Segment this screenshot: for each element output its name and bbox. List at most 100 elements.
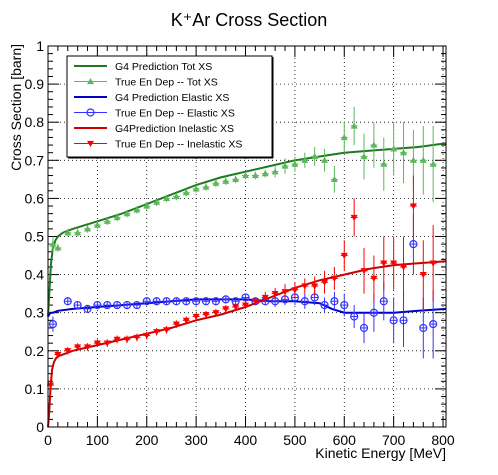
data-point (311, 152, 319, 160)
y-tick-label: 0.5 (25, 229, 45, 245)
x-tick-label: 700 (382, 432, 406, 448)
data-point (321, 279, 329, 286)
data-point (419, 323, 428, 333)
data-point (261, 170, 269, 177)
data-point (380, 160, 388, 167)
data-point (172, 297, 181, 306)
y-axis-title: Cross Section [barn] (8, 44, 24, 171)
legend-marker (87, 78, 94, 85)
data-point (340, 133, 348, 141)
data-point (221, 295, 230, 304)
y-tick-label: 0.6 (25, 190, 45, 206)
data-point (211, 297, 220, 306)
series-0 (47, 142, 447, 317)
chart-title: K⁺Ar Cross Section (171, 10, 328, 30)
legend-label: G4Prediction Inelastic XS (115, 123, 234, 135)
data-point (202, 311, 210, 319)
data-point (113, 213, 121, 221)
data-point (369, 308, 379, 317)
series-line (47, 298, 447, 318)
x-tick-label: 200 (135, 432, 159, 448)
data-point (103, 217, 111, 224)
data-point (54, 351, 62, 359)
data-point (143, 332, 151, 340)
data-point (301, 156, 309, 163)
data-point (300, 297, 309, 306)
data-point (330, 297, 339, 306)
data-point (133, 206, 141, 213)
data-point (390, 260, 398, 267)
x-tick-label: 600 (333, 432, 357, 448)
data-point (48, 320, 58, 329)
data-point (103, 300, 112, 310)
data-point (132, 300, 141, 310)
data-point (281, 289, 289, 296)
series-line (47, 142, 447, 317)
data-point (350, 312, 359, 321)
data-point (409, 240, 418, 249)
legend-label: G4 Prediction Tot XS (115, 61, 212, 73)
data-point (113, 336, 121, 343)
data-point (251, 298, 259, 305)
legend-label: True En Dep -- Tot XS (115, 77, 218, 89)
data-point (182, 297, 191, 306)
legend-label: True En Dep -- Elastic XS (115, 108, 235, 120)
data-point (400, 149, 408, 156)
data-point (399, 316, 408, 325)
data-point (192, 185, 200, 192)
data-point (153, 198, 161, 205)
data-point (301, 283, 309, 290)
y-tick-label: 0.3 (25, 305, 45, 321)
data-point (400, 264, 408, 271)
series-2 (47, 298, 447, 318)
data-point (390, 145, 398, 152)
data-point (320, 300, 329, 310)
data-point (172, 192, 180, 200)
x-tick-label: 500 (283, 432, 307, 448)
data-point (163, 327, 171, 334)
legend-label: G4 Prediction Elastic XS (115, 92, 229, 104)
data-point (192, 313, 200, 321)
y-tick-label: 0.1 (25, 381, 45, 397)
data-point (49, 240, 57, 247)
x-tick-label: 400 (234, 432, 258, 448)
data-point (291, 287, 299, 294)
data-point (360, 268, 368, 275)
data-point (93, 221, 101, 228)
data-point (133, 334, 141, 341)
series-5 (46, 175, 437, 391)
y-tick-label: 0.9 (25, 76, 45, 92)
data-point (122, 300, 132, 310)
series-3 (48, 213, 438, 359)
data-point (330, 275, 338, 282)
data-point (153, 329, 161, 336)
legend-marker (86, 108, 95, 117)
data-point (162, 297, 171, 306)
x-tick-label: 300 (184, 432, 208, 448)
data-point (380, 260, 388, 267)
data-point (379, 297, 388, 306)
data-point (311, 283, 319, 290)
data-point (409, 156, 417, 163)
data-point (370, 141, 378, 148)
data-point (261, 294, 269, 301)
data-point (429, 160, 437, 167)
data-point (64, 348, 72, 355)
data-point (201, 297, 211, 306)
data-point (241, 293, 250, 302)
data-point (212, 179, 220, 186)
data-point (83, 304, 92, 313)
data-point (321, 156, 329, 163)
x-axis-title: Kinetic Energy [MeV] (315, 445, 446, 461)
data-point (389, 316, 398, 325)
data-point (360, 152, 368, 160)
data-point (93, 300, 102, 310)
x-tick-label: 800 (431, 432, 455, 448)
data-point (84, 225, 92, 232)
data-point (232, 175, 240, 182)
data-point (340, 252, 348, 260)
data-point (330, 175, 338, 182)
data-point (202, 183, 210, 190)
data-point (350, 122, 358, 129)
